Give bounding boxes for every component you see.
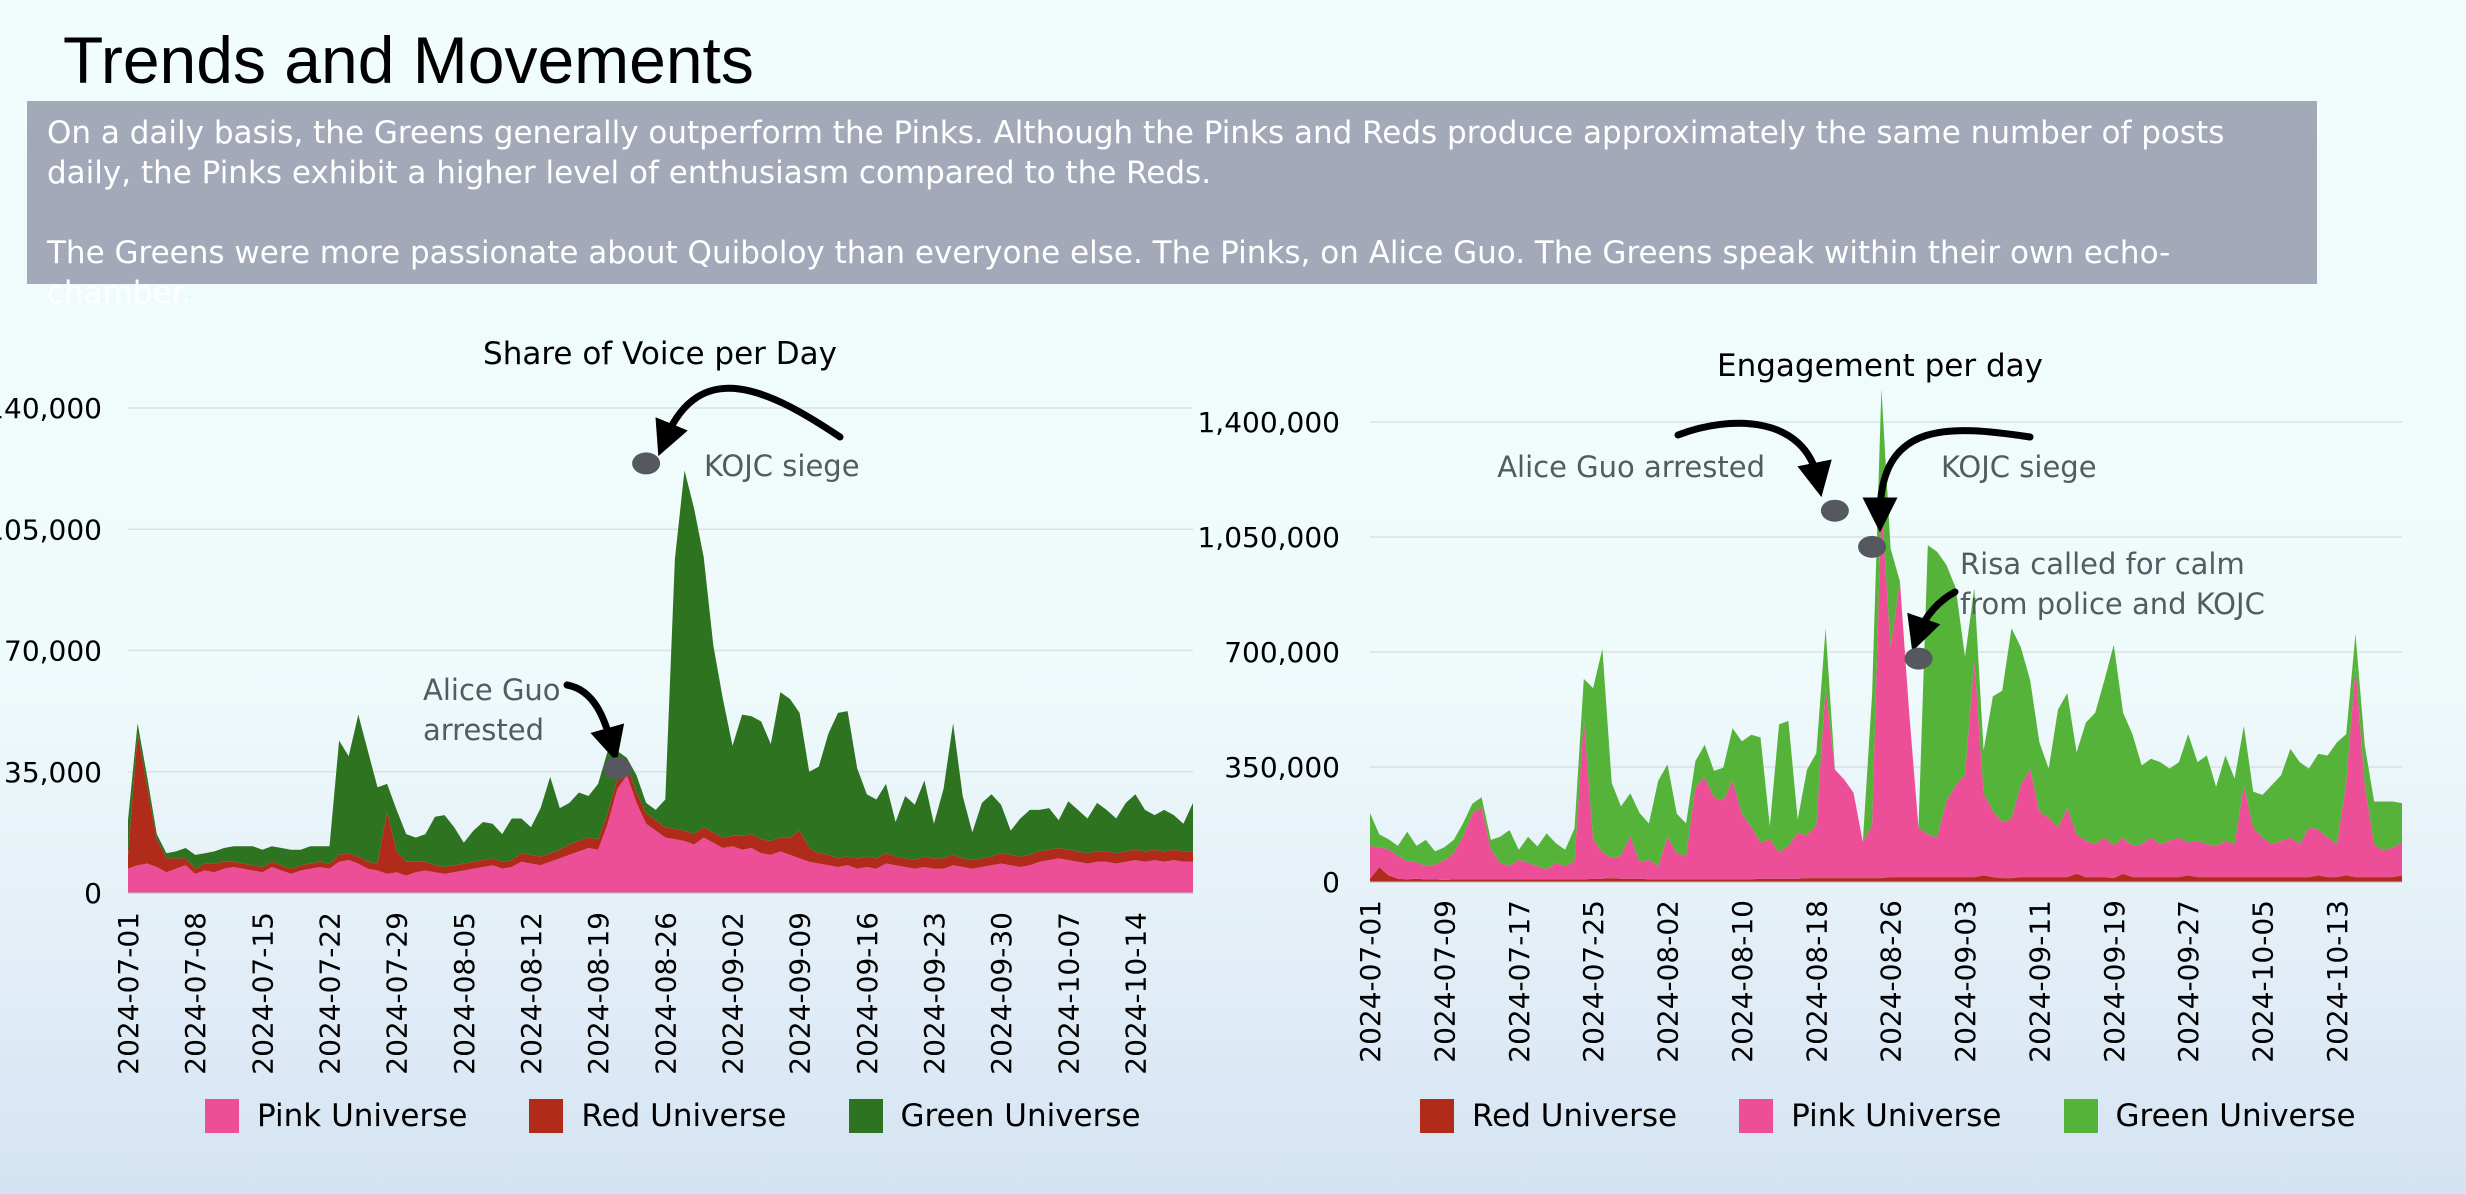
page-title: Trends and Movements [63,23,754,97]
legend-label: Green Universe [2115,1098,2356,1134]
legend-swatch-red [529,1099,564,1133]
x-tick-label: 2024-07-08 [179,912,212,1075]
x-tick-label: 2024-08-12 [515,912,548,1075]
x-tick-label: 2024-09-16 [851,912,884,1075]
series-area-pink-universe [1370,503,2402,880]
y-tick-label: 1,400,000 [1197,406,1340,439]
y-tick-label: 1,050,000 [1197,521,1340,554]
y-tick-label: 105,000 [0,513,102,546]
legend-swatch-green [2063,1099,2098,1133]
annotation-label: Risa called for calm [1960,547,2245,581]
series-area-red-universe [128,733,1193,876]
series-area-red-universe [1370,867,2402,882]
legend-label: Red Universe [1472,1098,1678,1134]
legend-label: Green Universe [900,1098,1141,1134]
x-tick-label: 2024-10-14 [1119,912,1152,1075]
sov-legend: Pink Universe Red Universe Green Univers… [205,1098,1203,1134]
x-tick-label: 2024-08-19 [582,912,615,1075]
annotation-marker [603,757,632,780]
y-tick-label: 140,000 [0,392,102,425]
legend-item-red: Red Universe [529,1098,787,1134]
legend-swatch-red [1420,1099,1454,1133]
legend-swatch-pink [205,1099,239,1133]
x-tick-label: 2024-09-30 [985,912,1018,1075]
x-tick-label: 2024-08-18 [1800,900,1833,1063]
x-tick-label: 2024-07-01 [1354,900,1387,1063]
summary-paragraph-1: On a daily basis, the Greens generally o… [47,115,2225,191]
annotation-label: Alice Guo [423,673,561,707]
legend-swatch-green [848,1099,883,1133]
annotation-marker [1820,499,1849,522]
x-tick-label: 2024-09-02 [716,912,749,1075]
legend-item-red: Red Universe [1420,1098,1677,1134]
x-tick-label: 2024-07-15 [246,912,279,1075]
x-tick-label: 2024-07-09 [1428,900,1461,1063]
y-tick-label: 700,000 [1224,636,1340,669]
annotation-label: from police and KOJC [1960,587,2265,621]
x-tick-label: 2024-09-03 [1949,900,1982,1063]
engagement-chart-title: Engagement per day [1717,348,2043,384]
annotation-label: KOJC siege [704,449,860,483]
annotation-marker [1858,535,1887,558]
x-tick-label: 2024-08-02 [1652,900,1685,1063]
annotation-arrow [563,681,625,762]
x-tick-label: 2024-09-23 [918,912,951,1075]
x-tick-label: 2024-07-01 [112,912,145,1075]
x-tick-label: 2024-07-25 [1577,900,1610,1063]
annotation-marker [632,452,661,475]
engagement-chart: 0 350,000 700,000 1,050,000 1,400,000 2024-07… [1197,388,2402,1063]
engagement-legend: Red Universe Pink Universe Green Univers… [1420,1098,2418,1134]
annotation-arrow [1907,588,1959,652]
annotation-label: Alice Guo arrested [1497,450,1765,484]
sov-chart-title: Share of Voice per Day [483,336,837,372]
y-tick-label: 0 [84,877,102,910]
legend-label: Pink Universe [1791,1098,2002,1134]
x-tick-label: 2024-09-09 [784,912,817,1075]
y-tick-label: 35,000 [4,756,102,789]
summary-box: On a daily basis, the Greens generally o… [27,101,2317,311]
series-area-green-universe [128,470,1193,869]
annotation-label: arrested [423,713,544,747]
legend-item-green: Green Universe [848,1098,1141,1134]
x-tick-label: 2024-08-10 [1726,900,1759,1063]
annotation-arrow [1674,419,1832,498]
annotation-label: KOJC siege [1941,450,2097,484]
x-tick-label: 2024-09-27 [2172,900,2205,1063]
annotation-arrow [1862,427,2034,533]
x-tick-label: 2024-09-11 [2023,900,2056,1063]
annotation-marker [1904,647,1933,670]
x-tick-label: 2024-10-07 [1052,912,1085,1075]
annotation-arrow [655,384,844,457]
legend-label: Red Universe [581,1098,787,1134]
x-tick-label: 2024-10-05 [2247,900,2280,1063]
x-tick-label: 2024-08-26 [649,912,682,1075]
legend-label: Pink Universe [257,1098,468,1134]
x-tick-label: 2024-08-26 [1875,900,1908,1063]
x-tick-label: 2024-07-17 [1503,900,1536,1063]
legend-item-pink: Pink Universe [1739,1098,2002,1134]
y-tick-label: 70,000 [4,635,102,668]
legend-item-pink: Pink Universe [205,1098,467,1134]
legend-item-green: Green Universe [2063,1098,2356,1134]
x-tick-label: 2024-10-13 [2321,900,2354,1063]
x-tick-label: 2024-07-29 [381,912,414,1075]
legend-swatch-pink [1739,1099,1774,1133]
summary-paragraph-2: The Greens were more passionate about Qu… [47,235,2171,311]
x-tick-label: 2024-08-05 [448,912,481,1075]
x-tick-label: 2024-07-22 [313,912,346,1075]
y-tick-label: 0 [1322,866,1340,899]
share-of-voice-chart: 0 35,000 70,000 105,000 140,000 2024-07-01 202… [0,384,1193,1075]
x-tick-label: 2024-09-19 [2098,900,2131,1063]
y-tick-label: 350,000 [1224,751,1340,784]
